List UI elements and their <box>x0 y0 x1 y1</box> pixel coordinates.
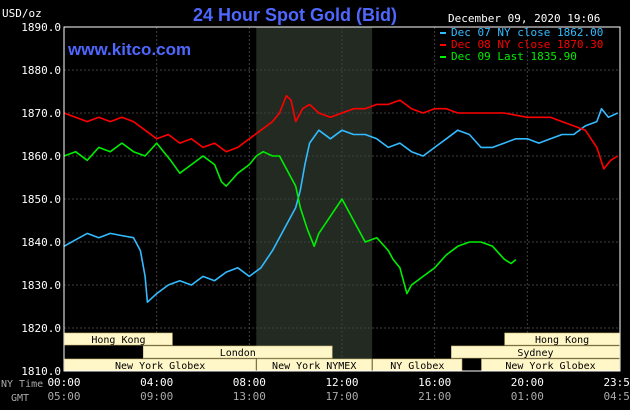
x-tick-gmt-label: 09:00 <box>140 390 173 403</box>
y-axis-ticks: 1810.0 1820.0 1830.0 1840.0 1850.0 1860.0 1870… <box>21 21 61 378</box>
x-tick-gmt-label: 01:00 <box>511 390 544 403</box>
market-session-label: NY Globex <box>390 361 444 372</box>
market-session-label: Hong Kong <box>91 335 145 346</box>
x-tick-gmt-label: 04:59 <box>603 390 630 403</box>
market-session: Sydney <box>451 345 620 359</box>
market-session: New York Globex <box>481 358 620 372</box>
x-tick-ny-label: 16:00 <box>418 376 451 389</box>
price-series <box>63 95 619 303</box>
market-session-label: Sydney <box>517 348 553 359</box>
y-tick-label: 1820.0 <box>21 322 61 335</box>
y-tick-label: 1890.0 <box>21 21 61 34</box>
legend-entry: Dec 08 NY close 1870.30 <box>451 38 603 51</box>
x-tick-gmt-label: 13:00 <box>233 390 266 403</box>
x-row-label-gmt: GMT <box>11 393 29 404</box>
legend-entry: Dec 09 Last 1835.90 <box>451 50 577 63</box>
x-tick-ny-label: 00:00 <box>47 376 80 389</box>
market-session-label: New York Globex <box>505 361 595 372</box>
series-line-1 <box>63 107 619 303</box>
y-tick-label: 1840.0 <box>21 236 61 249</box>
y-tick-label: 1870.0 <box>21 107 61 120</box>
market-session: New York Globex <box>64 358 257 372</box>
y-tick-label: 1850.0 <box>21 193 61 206</box>
market-session-box <box>142 345 333 359</box>
y-tick-label: 1810.0 <box>21 365 61 378</box>
x-tick-ny-label: 04:00 <box>140 376 173 389</box>
market-session: Hong Kong <box>504 332 620 346</box>
x-row-label-ny: NY Time <box>1 379 43 390</box>
market-session: London <box>142 345 333 359</box>
y-unit-label: USD/oz <box>2 7 42 20</box>
x-tick-gmt-label: 05:00 <box>47 390 80 403</box>
market-session-label: New York Globex <box>115 361 205 372</box>
y-tick-label: 1860.0 <box>21 150 61 163</box>
market-session: Hong Kong <box>64 332 173 346</box>
x-tick-ny-label: 23:59 <box>603 376 630 389</box>
y-tick-label: 1830.0 <box>21 279 61 292</box>
market-sessions: Hong Kong London New York Globex New York N… <box>64 332 620 372</box>
legend-entry: Dec 07 NY close 1862.00 <box>451 26 603 39</box>
x-tick-gmt-label: 17:00 <box>325 390 358 403</box>
market-session: New York NYMEX <box>256 358 372 372</box>
series-line-2 <box>63 95 619 170</box>
x-tick-ny-label: 20:00 <box>511 376 544 389</box>
x-tick-ny-label: 12:00 <box>325 376 358 389</box>
series-line-3 <box>63 142 517 295</box>
chart-title: 24 Hour Spot Gold (Bid) <box>193 5 397 25</box>
x-tick-ny-label: 08:00 <box>233 376 266 389</box>
plot-frame <box>63 26 621 372</box>
market-session-label: New York NYMEX <box>272 361 356 372</box>
market-session-label: Hong Kong <box>535 335 589 346</box>
y-tick-label: 1880.0 <box>21 64 61 77</box>
market-session: NY Globex <box>372 358 463 372</box>
site-url: www.kitco.com <box>67 40 191 59</box>
market-session-label: London <box>220 348 256 359</box>
timestamp: December 09, 2020 19:06 <box>448 12 600 25</box>
x-tick-gmt-label: 21:00 <box>418 390 451 403</box>
